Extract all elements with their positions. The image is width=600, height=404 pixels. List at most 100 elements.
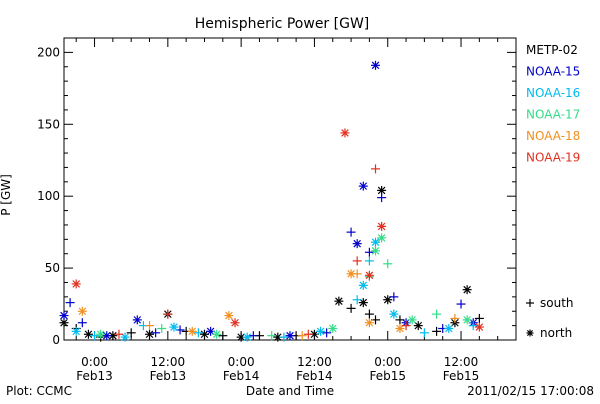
data-point (273, 332, 283, 342)
data-point (71, 326, 81, 336)
data-point (346, 303, 356, 313)
series-noaa-15 (59, 60, 478, 341)
data-point (248, 331, 258, 341)
data-point (377, 233, 387, 243)
data-point (377, 221, 387, 231)
data-point (432, 309, 442, 319)
data-point (474, 313, 484, 323)
star-marker-d2 (365, 318, 374, 327)
x-tick-label-date: Feb13 (76, 369, 113, 383)
data-point (120, 332, 130, 342)
star-marker-d2 (377, 222, 386, 231)
y-axis-label: P [GW] (0, 174, 13, 216)
star-marker-d2 (328, 324, 337, 333)
star-marker-d2 (383, 295, 392, 304)
star-marker-d2 (475, 323, 484, 331)
star-marker-d2 (365, 271, 374, 280)
star-marker-d2 (109, 331, 117, 340)
series-noaa-19 (71, 128, 484, 339)
legend-entry: NOAA-17 (526, 108, 580, 122)
data-point (151, 328, 161, 338)
data-point (77, 318, 87, 328)
data-point (352, 239, 362, 249)
data-point (364, 247, 374, 257)
plot-timestamp: 2011/02/15 17:00:08 (467, 384, 594, 398)
star-marker-d2 (335, 297, 343, 305)
star-marker-d2 (377, 234, 386, 242)
star-marker-d2 (237, 333, 245, 341)
data-point (90, 331, 100, 341)
data-point (145, 321, 155, 331)
y-tick-label: 150 (37, 117, 60, 131)
data-point (285, 331, 295, 341)
data-point (126, 328, 136, 338)
star-marker-d2 (463, 316, 471, 324)
star-marker-d2 (371, 247, 380, 255)
data-point (377, 193, 387, 203)
data-point (145, 329, 155, 339)
legend-entry: NOAA-18 (526, 129, 580, 143)
star-marker-d2 (371, 238, 380, 247)
data-point (358, 181, 368, 191)
data-point (59, 311, 69, 321)
data-point (334, 296, 344, 306)
data-point (230, 318, 240, 328)
x-tick-label-time: 12:00 (151, 355, 186, 369)
x-tick-label-time: 0:00 (228, 355, 255, 369)
data-point (303, 329, 313, 339)
star-marker-d2 (273, 333, 282, 341)
x-tick-label-time: 12:00 (444, 355, 479, 369)
data-point (444, 323, 454, 333)
star-marker-d2 (390, 310, 398, 318)
data-point (322, 328, 332, 338)
star-marker-d2 (188, 327, 197, 336)
data-point (352, 269, 362, 279)
data-points (59, 60, 484, 342)
data-point (371, 164, 381, 174)
data-point (413, 321, 423, 331)
star-marker-d2 (72, 280, 81, 288)
data-point (242, 332, 252, 342)
star-marker-d2 (133, 316, 142, 324)
data-point (157, 323, 167, 333)
x-tick-label-time: 0:00 (374, 355, 401, 369)
star-marker-d2 (60, 318, 68, 327)
data-point (83, 329, 93, 339)
data-point (346, 227, 356, 237)
data-point (65, 298, 75, 308)
star-marker-d2 (353, 239, 361, 248)
chart-title: Hemispheric Power [GW] (195, 16, 370, 32)
star-marker-d2 (359, 182, 368, 190)
data-point (187, 326, 197, 336)
data-point (114, 329, 124, 339)
x-tick-label-time: 12:00 (297, 355, 332, 369)
marker-legend-label: south (540, 296, 574, 310)
star-marker-d2 (102, 331, 111, 340)
series-metp-02 (59, 185, 484, 342)
data-point (279, 332, 289, 342)
data-point (371, 246, 381, 256)
data-point (456, 299, 466, 309)
data-point (108, 331, 118, 341)
data-point (358, 280, 368, 290)
series-noaa-16 (71, 237, 478, 342)
star-marker-d2 (359, 281, 368, 290)
star-marker-d2 (121, 333, 129, 341)
y-tick-label: 200 (37, 45, 60, 59)
x-axis-label: Date and Time (246, 384, 334, 398)
star-marker-d2 (414, 321, 423, 330)
data-point (383, 259, 393, 269)
star-marker-d2 (200, 330, 209, 339)
data-point (218, 331, 228, 341)
y-tick-label: 100 (37, 189, 60, 203)
x-tick-label-date: Feb13 (150, 369, 187, 383)
x-tick-label-date: Feb14 (296, 369, 333, 383)
star-marker-d2 (463, 285, 471, 294)
data-point (462, 285, 472, 295)
star-marker-d2 (225, 311, 233, 320)
star-marker-d2 (60, 311, 68, 320)
star-marker-d2 (170, 323, 178, 331)
series-noaa-17 (96, 233, 472, 341)
data-point (352, 295, 362, 305)
star-marker-d2 (78, 307, 87, 316)
